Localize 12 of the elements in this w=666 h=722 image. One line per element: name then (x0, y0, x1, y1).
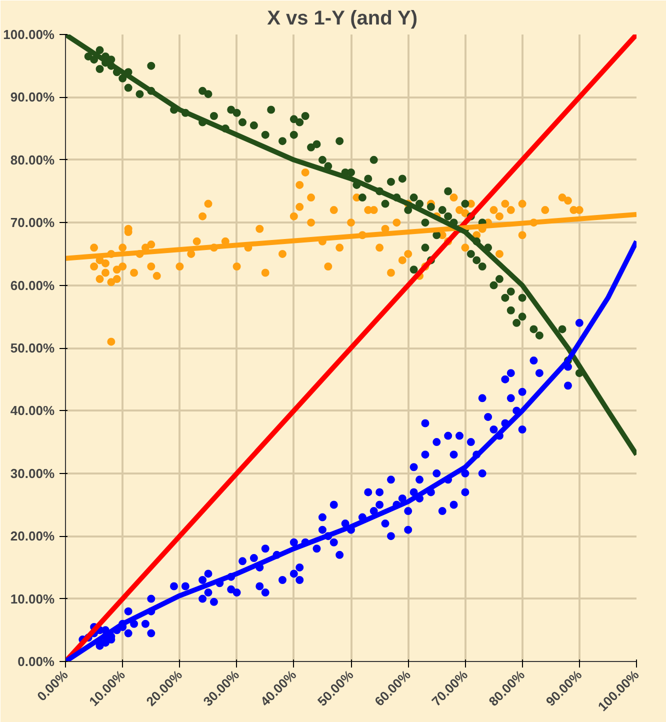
y-tick-label: 10.00% (10, 591, 55, 606)
y-tick-label: 80.00% (10, 152, 55, 168)
y-tick-label: 20.00% (10, 528, 55, 544)
chart-title: X vs 1-Y (and Y) (267, 8, 418, 30)
y-tick-label: 50.00% (10, 340, 55, 356)
y-tick-label: 100.00% (3, 27, 55, 42)
y-tick-label: 40.00% (10, 403, 55, 418)
y-tick-label: 30.00% (10, 466, 55, 481)
y-tick-label: 0.00% (18, 654, 55, 669)
y-tick-label: 60.00% (10, 278, 55, 293)
y-tick-label: 70.00% (10, 215, 55, 230)
y-tick-label: 90.00% (10, 90, 55, 105)
